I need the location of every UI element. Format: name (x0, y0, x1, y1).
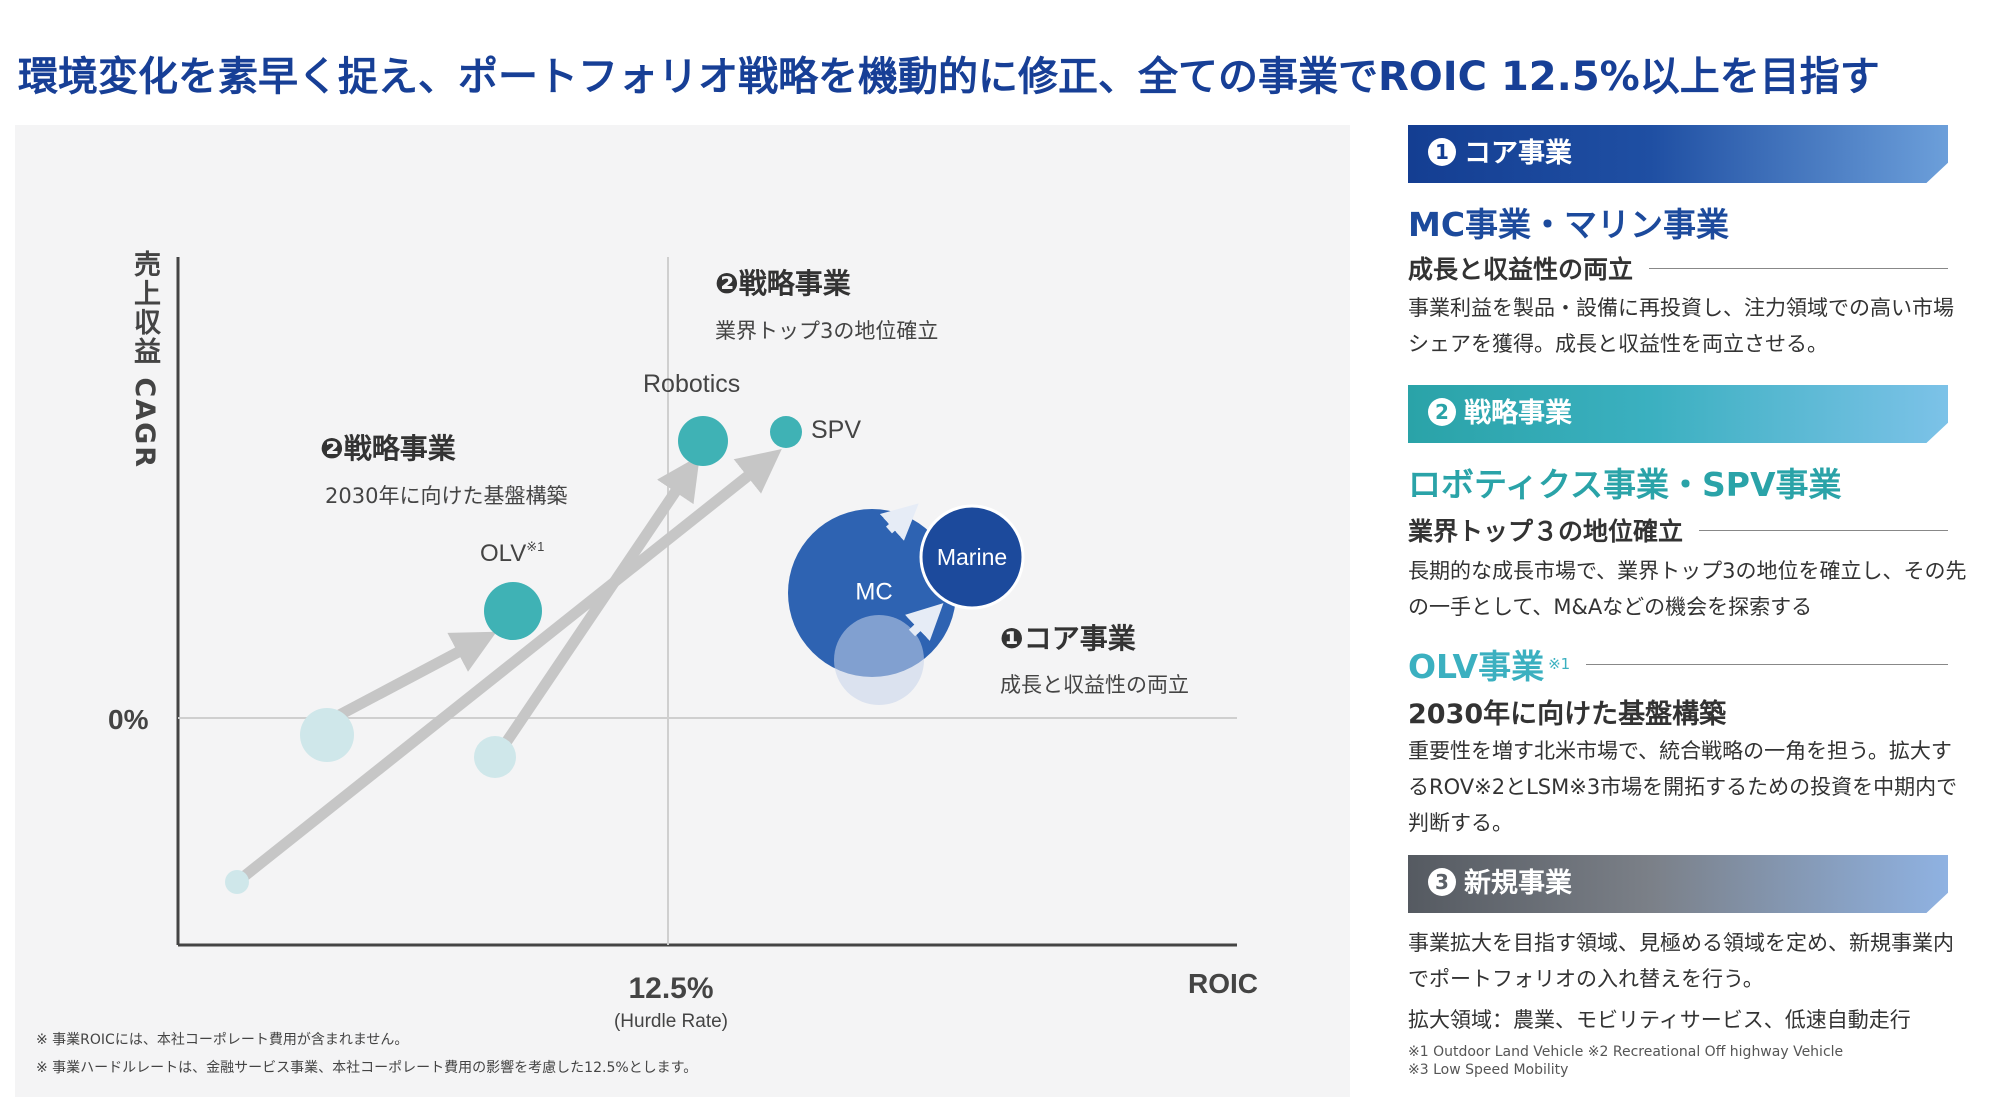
new-band-label: 新規事業 (1464, 868, 1572, 899)
strategic-band-label: 戦略事業 (1464, 398, 1572, 429)
quadrant-top-sub: 業界トップ3の地位確立 (715, 319, 938, 343)
abbreviation-notes: ※1 Outdoor Land Vehicle ※2 Recreational … (1408, 1044, 1844, 1078)
zero-label: 0% (108, 704, 149, 735)
portfolio-chart: MC Marine Robotics SPV OLV※1 ❷戦略事業 業界トップ… (108, 257, 1258, 1032)
new-number-badge: 3 (1428, 868, 1456, 896)
quadrant-left-sub: 2030年に向けた基盤構築 (325, 484, 567, 508)
chart-footnotes: ※ 事業ROICには、本社コーポレート費用が含まれません。 ※ 事業ハードルレー… (36, 1026, 697, 1082)
new-body: 事業拡大を目指す領域、見極める領域を定め、新規事業内でポートフォリオの入れ替えを… (1408, 931, 1954, 991)
olv-tagline: 2030年に向けた基盤構築 (1408, 699, 1727, 730)
robotics-origin-bubble (474, 736, 516, 778)
marine-bubble (919, 504, 1025, 610)
quadrant-top-title: ❷戦略事業 (715, 267, 851, 300)
strategic-business-name: ロボティクス事業・SPV事業 (1408, 465, 1842, 504)
x-axis-label: ROIC (1188, 968, 1258, 999)
page-title: 環境変化を素早く捉え、ポートフォリオ戦略を機動的に修正、全ての事業でROIC 1… (18, 54, 1880, 100)
mc-label: MC (855, 578, 892, 605)
olv-label: OLV※1 (480, 539, 544, 567)
arrow-mc-2 (904, 603, 944, 641)
core-business-name: MC事業・マリン事業 (1408, 205, 1730, 244)
strategic-tagline: 業界トップ３の地位確立 (1408, 512, 1948, 548)
mc-origin-bubble (834, 615, 924, 705)
hurdle-label: 12.5% (628, 972, 713, 1005)
footnote-roic: ※ 事業ROICには、本社コーポレート費用が含まれません。 (36, 1032, 409, 1048)
y-axis-label: 売上収益 CAGR (129, 250, 160, 470)
spv-origin-bubble (225, 870, 249, 894)
olv-body: 重要性を増す北米市場で、統合戦略の一角を担う。拡大するROV※2とLSM※3市場… (1408, 739, 1958, 835)
new-fields: 拡大領域：農業、モビリティサービス、低速自動走行 (1408, 1008, 1911, 1032)
spv-bubble (770, 416, 802, 448)
quadrant-right-sub: 成長と収益性の両立 (1000, 673, 1189, 697)
footnote-hurdle: ※ 事業ハードルレートは、金融サービス事業、本社コーポレート費用の影響を考慮した… (36, 1060, 698, 1076)
olv-origin-bubble (300, 708, 354, 762)
arrow-olv (327, 631, 497, 725)
arrow-robotics (494, 455, 700, 757)
olv-bubble (484, 582, 542, 640)
new-business-band: 3 新規事業 (1408, 855, 1948, 913)
marine-label: Marine (937, 544, 1007, 570)
quadrant-right-title: ❶コア事業 (1000, 622, 1136, 655)
spv-label: SPV (811, 416, 861, 444)
hurdle-sub-label: (Hurdle Rate) (614, 1011, 728, 1032)
quadrant-left-title: ❷戦略事業 (320, 432, 456, 465)
core-tagline: 成長と収益性の両立 (1408, 250, 1948, 286)
core-body: 事業利益を製品・設備に再投資し、注力領域での高い市場シェアを獲得。成長と収益性を… (1408, 296, 1954, 356)
strategic-body: 長期的な成長市場で、業界トップ3の地位を確立し、その先の一手として、M&Aなどの… (1408, 559, 1967, 619)
strategic-number-badge: 2 (1428, 398, 1456, 426)
portfolio-chart-panel: MC Marine Robotics SPV OLV※1 ❷戦略事業 業界トップ… (15, 125, 1350, 1097)
core-number-badge: 1 (1428, 138, 1456, 166)
olv-business-name: OLV事業 ※1 (1408, 640, 1948, 688)
core-band-label: コア事業 (1464, 138, 1572, 169)
robotics-bubble (678, 416, 728, 466)
core-business-band: 1 コア事業 (1408, 125, 1948, 183)
strategic-business-band: 2 戦略事業 (1408, 385, 1948, 443)
arrow-spv (233, 449, 782, 887)
arrow-mc-1 (879, 503, 919, 541)
robotics-label: Robotics (643, 370, 740, 398)
